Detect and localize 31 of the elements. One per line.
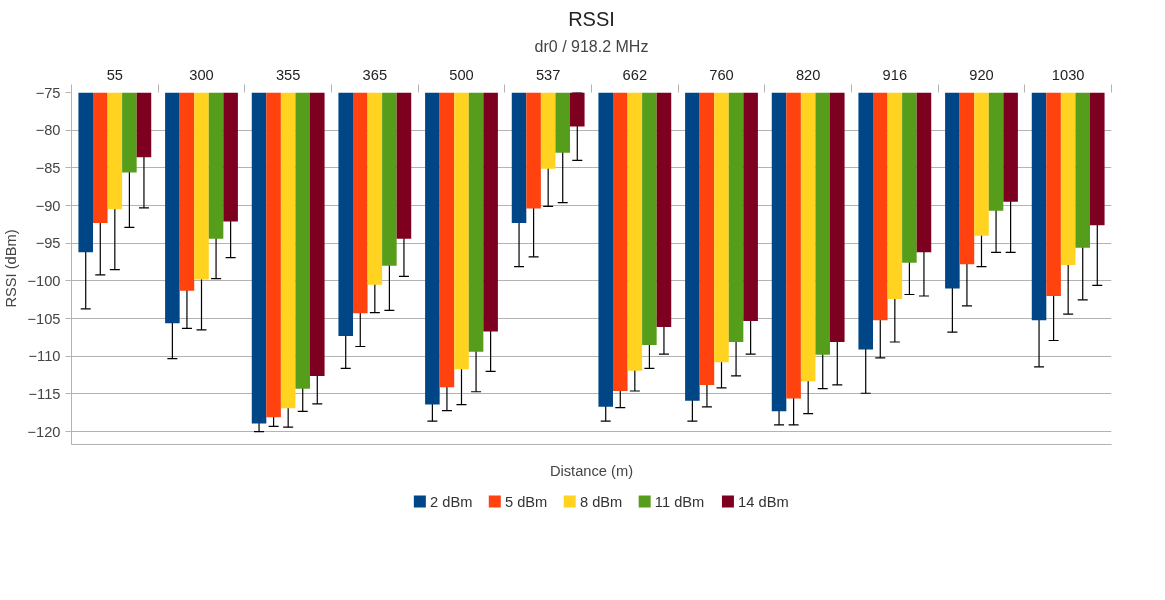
y-tick-label: −115 xyxy=(28,386,61,402)
x-axis-title: Distance (m) xyxy=(549,462,634,479)
x-tick-label: 55 xyxy=(106,66,123,83)
y-axis-title: RSSI (dBm) xyxy=(3,229,20,308)
y-tick-label: −75 xyxy=(35,84,61,101)
x-tick-label: 662 xyxy=(622,66,648,83)
y-tick-label: −120 xyxy=(27,423,61,440)
x-tick-label: 916 xyxy=(882,66,908,83)
x-tick-label: 355 xyxy=(275,66,301,83)
y-tick-label: −100 xyxy=(27,272,61,289)
y-tick-label: −110 xyxy=(28,348,61,365)
x-tick-label: 920 xyxy=(969,66,994,83)
legend-label: 11 dBm xyxy=(654,493,705,510)
legend-label: 5 dBm xyxy=(504,493,548,510)
y-tick-label: −95 xyxy=(35,235,61,252)
chart-title: RSSI xyxy=(568,7,615,30)
x-tick-label: 760 xyxy=(709,66,734,83)
y-tick-label: −80 xyxy=(35,122,61,139)
x-tick-label: 537 xyxy=(535,66,561,83)
y-tick-label: −90 xyxy=(35,197,61,214)
x-tick-label: 300 xyxy=(189,66,214,83)
x-tick-label: 1030 xyxy=(1051,66,1085,83)
x-tick-label: 500 xyxy=(449,66,474,83)
y-tick-label: −105 xyxy=(27,310,61,327)
legend-label: 14 dBm xyxy=(738,493,789,510)
legend-label: 8 dBm xyxy=(579,493,623,510)
chart-subtitle: dr0 / 918.2 MHz xyxy=(534,37,649,55)
y-tick-label: −85 xyxy=(35,159,61,176)
x-tick-label: 820 xyxy=(795,66,821,83)
x-tick-label: 365 xyxy=(362,66,388,83)
legend-label: 2 dBm xyxy=(430,493,473,510)
